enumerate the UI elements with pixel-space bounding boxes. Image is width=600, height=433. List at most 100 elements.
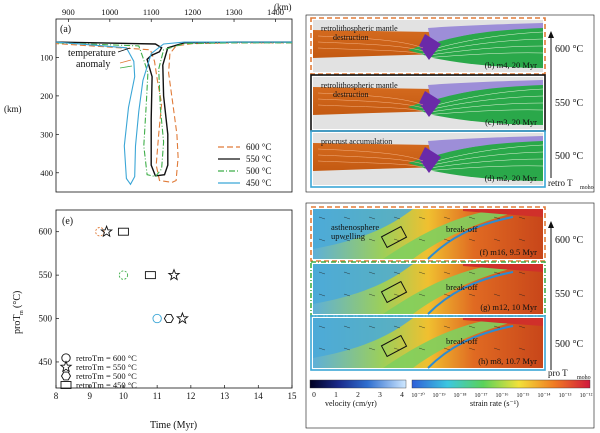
x-tick-label: 900 <box>62 7 75 17</box>
panel-a-y-unit: (km) <box>4 104 22 114</box>
y-tick-label: 550 <box>39 270 53 280</box>
y-tick-label: 600 <box>39 227 53 237</box>
strain-tick: 10⁻²⁰ <box>411 392 425 399</box>
y-tick-label: 300 <box>40 129 53 139</box>
legend-label: 550 °C <box>246 154 271 164</box>
pro-note: upwelling <box>331 231 366 241</box>
legend-label: retroTm = 600 °C <box>76 353 137 363</box>
panel-a-legend: 600 °C 550 °C 500 °C 450 °C <box>218 142 271 188</box>
scatter-point <box>152 313 162 324</box>
pro-axis-tick: 500 °C <box>555 339 583 350</box>
pro-frame <box>305 202 595 429</box>
panel-e-ylabel-sub: m <box>19 310 25 315</box>
x-tick-label: 11 <box>153 391 162 401</box>
x-tick-label: 9 <box>87 391 92 401</box>
annotation-arrow-green <box>119 65 133 69</box>
retro-caption: (d) m2, 20 Myr <box>485 173 538 183</box>
x-tick-label: 1400 <box>267 7 284 17</box>
panel-a-series <box>55 41 292 186</box>
panel-a-frame <box>55 18 293 193</box>
velocity-label: velocity (cm/yr) <box>325 399 377 408</box>
breakoff-label: break-off <box>446 282 478 292</box>
scatter-point <box>95 227 105 237</box>
x-tick-label: 13 <box>220 391 230 401</box>
breakoff-label: break-off <box>446 224 478 234</box>
y-tick-label: 450 <box>39 357 53 367</box>
panel-a-x-unit: (km) <box>274 2 292 12</box>
velocity-colorbar: 0 1 2 3 4 velocity (cm/yr) <box>309 379 407 408</box>
velocity-tick: 4 <box>400 390 404 399</box>
annotation-line-1: temperature <box>68 48 116 59</box>
velocity-tick: 0 <box>312 390 316 399</box>
pro-caption: (g) m12, 10 Myr <box>480 302 537 312</box>
legend-label: 500 °C <box>246 166 271 176</box>
retro-axis-tick: 600 °C <box>555 44 583 55</box>
pro-axis-tick: 550 °C <box>555 289 583 300</box>
strain-tick: 10⁻¹⁸ <box>453 393 466 399</box>
scatter-point <box>144 271 156 280</box>
retro-caption: (c) m3, 20 Myr <box>485 117 537 127</box>
panel-a: (a) (km) (km) 900 1000 1100 1200 1300 1400 100… <box>4 2 293 193</box>
x-tick-label: 15 <box>288 391 298 401</box>
panel-a-ticks: 900 1000 1100 1200 1300 1400 100 200 300 400 <box>40 7 284 178</box>
strain-tick: 10⁻¹² <box>580 393 593 399</box>
pro-model-panel: break-off(h) m8, 10.7 Myr <box>310 315 546 371</box>
retro-model-panel: procrust accumulation (d) m2, 20 Myr <box>310 130 546 188</box>
velocity-tick: 1 <box>334 390 338 399</box>
retro-frame <box>305 14 595 193</box>
retro-note: retrolithospheric mantle <box>321 81 398 90</box>
scatter-point <box>117 227 129 236</box>
legend-marker <box>60 381 72 389</box>
retro-note: destruction <box>333 90 369 99</box>
panel-e-label: (e) <box>62 216 73 227</box>
retro-note: procrust accumulation <box>321 137 392 146</box>
pro-caption: (f) m16, 9.5 Myr <box>480 247 538 257</box>
x-tick-label: 1100 <box>143 7 160 17</box>
annotation-line-2: anomaly <box>76 59 110 70</box>
strain-label: strain rate (s⁻¹) <box>470 399 519 408</box>
pro-axis-sub: moho <box>577 375 591 381</box>
retro-axis: 600 °C 550 °C 500 °C retro T moho <box>548 31 594 191</box>
y-tick-label: 200 <box>40 91 53 101</box>
x-tick-label: 8 <box>54 391 59 401</box>
panel-e-ylabel: proT m (°C) <box>12 291 25 334</box>
strain-colorbar: 10⁻²⁰ 10⁻¹⁹ 10⁻¹⁸ 10⁻¹⁷ 10⁻¹⁶ 10⁻¹⁵ 10⁻¹⁴ 10⁻¹³… <box>411 379 593 408</box>
scatter-point <box>118 270 129 280</box>
series-line <box>55 42 292 178</box>
series-line <box>55 41 292 186</box>
panel-e-points <box>95 224 189 325</box>
retro-caption: (b) m4, 20 Myr <box>485 60 538 70</box>
x-tick-label: 1200 <box>184 7 201 17</box>
pro-model-panel: break-off(g) m12, 10 Myr <box>310 261 546 317</box>
panel-e-ylabel-unit: (°C) <box>12 291 23 308</box>
series-line <box>55 42 292 183</box>
scatter-point <box>167 268 181 281</box>
retro-note: retrolithospheric mantle <box>321 24 398 33</box>
x-tick-label: 10 <box>119 391 129 401</box>
scatter-point <box>175 311 189 325</box>
legend-label: 600 °C <box>246 142 271 152</box>
velocity-tick: 3 <box>378 390 382 399</box>
legend-label: retroTm = 450 °C <box>76 380 137 390</box>
pro-caption: (h) m8, 10.7 Myr <box>478 356 537 366</box>
x-tick-label: 1300 <box>226 7 243 17</box>
pro-axis-tick: 600 °C <box>555 235 583 246</box>
pro-axis: 600 °C 550 °C 500 °C pro T moho <box>548 221 591 381</box>
retro-axis-tick: 500 °C <box>555 151 583 162</box>
panel-e-xlabel: Time (Myr) <box>150 420 197 431</box>
panel-e: (e) 8 9 10 11 12 13 14 15 450 500 550 600 Time (Myr… <box>12 209 298 431</box>
breakoff-label: break-off <box>446 336 478 346</box>
pro-note: asthenosphere <box>331 222 379 232</box>
retro-axis-title: retro T <box>548 178 573 188</box>
y-tick-label: 400 <box>40 168 53 178</box>
legend-marker <box>60 371 72 381</box>
strain-tick: 10⁻¹⁶ <box>495 393 508 399</box>
annotation-arrow <box>117 47 131 53</box>
scatter-point <box>163 314 174 323</box>
scatter-point <box>100 224 114 238</box>
strain-tick: 10⁻¹⁴ <box>537 393 550 399</box>
